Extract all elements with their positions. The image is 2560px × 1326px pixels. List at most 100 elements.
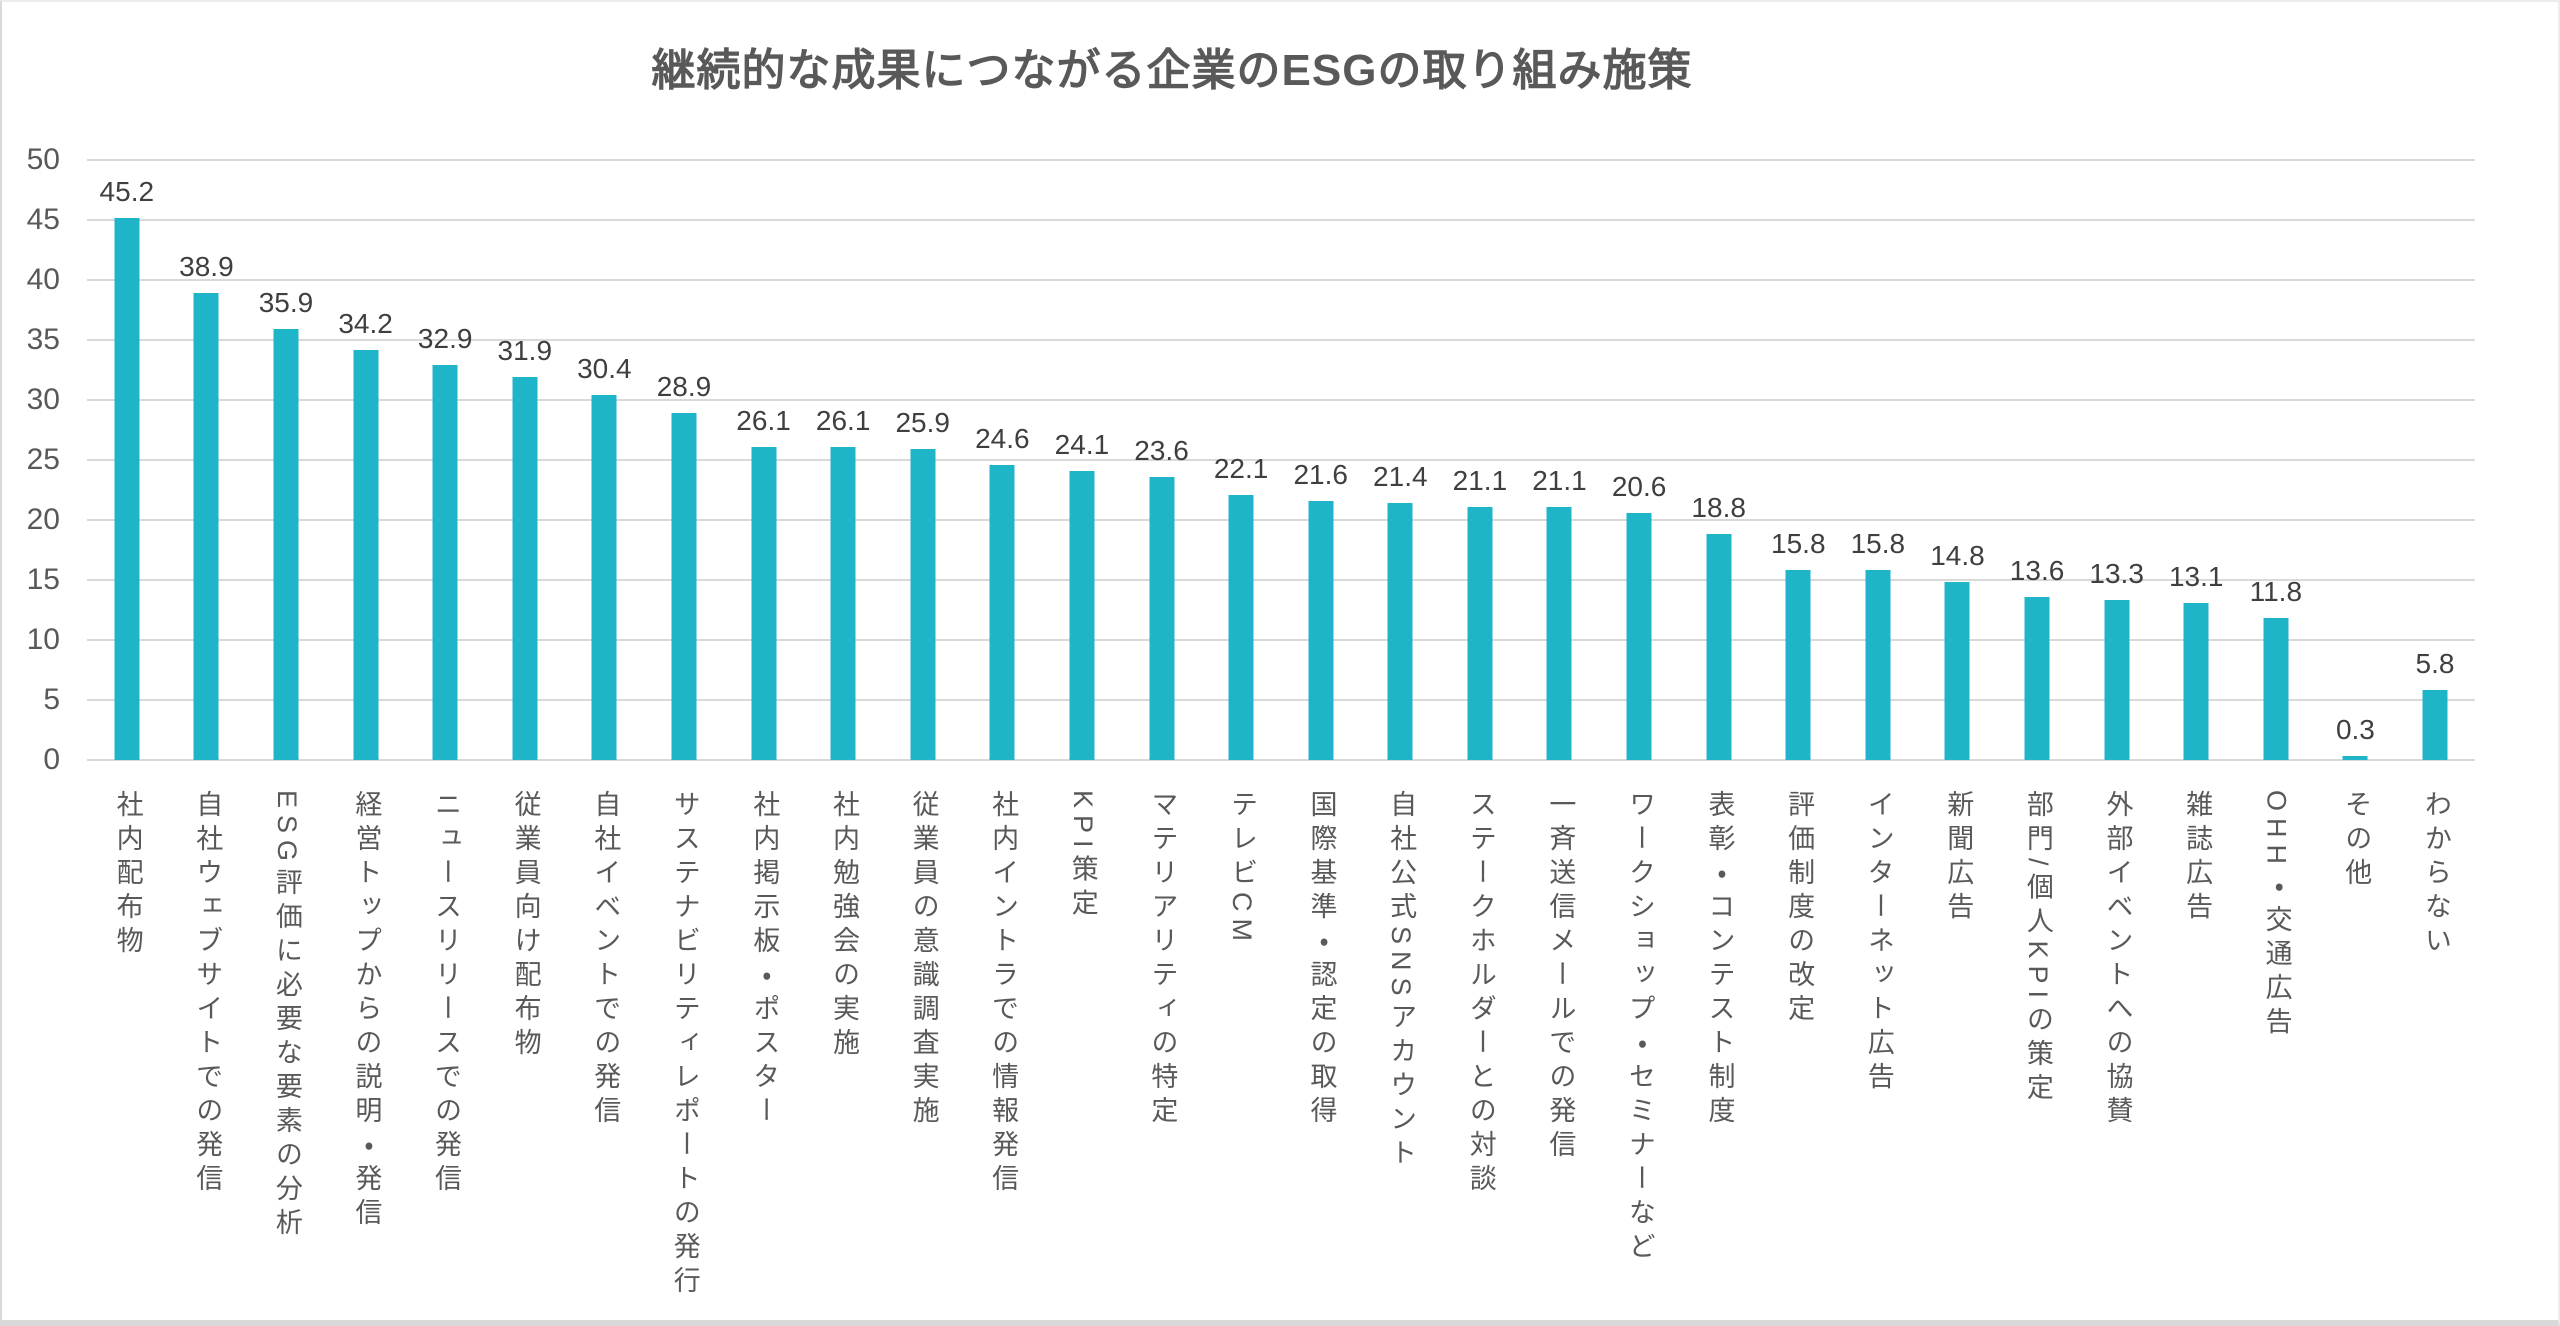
bar-value-label: 28.9 (656, 371, 712, 403)
bar-column: 21.6 (1281, 160, 1361, 760)
bar-value-label: 31.9 (497, 335, 553, 367)
x-label-cell: ニュースリリースでの発信 (405, 790, 485, 1322)
bar-value-label: 30.4 (577, 353, 632, 385)
bar (1387, 503, 1413, 760)
x-category-label: ワークショップ・セミナーなど (1624, 790, 1655, 1266)
bar-value-label: 21.4 (1373, 461, 1428, 493)
bar (114, 217, 140, 760)
x-category-label: わからない (2420, 790, 2451, 960)
x-label-cell: KPI策定 (1042, 790, 1122, 1322)
bar-value-label: 38.9 (179, 251, 234, 283)
bar-value-label: 13.6 (2009, 554, 2065, 586)
x-category-label: 社内配布物 (112, 790, 143, 960)
bar-value-label: 45.2 (99, 175, 155, 207)
bar-column: 21.1 (1520, 160, 1600, 760)
x-label-cell: OHH・交通広告 (2236, 790, 2316, 1322)
bar-column: 34.2 (326, 160, 406, 760)
y-tick-label: 20 (26, 503, 60, 536)
bar-value-label: 13.3 (2089, 558, 2144, 590)
x-label-cell: 社内掲示板・ポスター (724, 790, 804, 1322)
x-category-label: 自社ウェブサイトでの発信 (192, 790, 223, 1198)
x-category-label: その他 (2341, 790, 2372, 892)
bar-column: 15.8 (1838, 160, 1918, 760)
bar-value-label: 15.8 (1850, 528, 1906, 560)
bar (2024, 596, 2050, 760)
bar-column: 32.9 (405, 160, 485, 760)
bar-value-label: 26.1 (736, 404, 791, 436)
bar (1467, 506, 1493, 760)
bar (512, 377, 538, 760)
x-category-label: 自社公式SNSアカウント (1386, 790, 1417, 1173)
bar-column: 30.4 (565, 160, 645, 760)
bar-column: 21.1 (1440, 160, 1520, 760)
bar (1228, 494, 1254, 760)
x-label-cell: 雑誌広告 (2156, 790, 2236, 1322)
gridline (87, 759, 2475, 761)
x-label-cell: 一斉送信メールでの発信 (1520, 790, 1600, 1322)
x-category-label: 国際基準・認定の取得 (1306, 790, 1337, 1130)
bar-value-label: 14.8 (1930, 540, 1985, 572)
bar-value-label: 22.1 (1213, 452, 1269, 484)
x-label-cell: 部門/個人KPIの策定 (1997, 790, 2077, 1322)
x-category-label: 自社イベントでの発信 (590, 790, 621, 1130)
x-category-label: インターネット広告 (1863, 790, 1894, 1096)
x-category-label: 一斉送信メールでの発信 (1545, 790, 1576, 1164)
bar-value-label: 24.6 (975, 422, 1030, 454)
x-category-label: 表彰・コンテスト制度 (1704, 790, 1735, 1130)
bar-column: 24.6 (963, 160, 1043, 760)
bar-value-label: 20.6 (1611, 470, 1667, 502)
x-label-cell: 外部イベントへの協賛 (2077, 790, 2157, 1322)
bar (2104, 600, 2130, 760)
bar-value-label: 21.6 (1293, 458, 1348, 490)
gridline (87, 339, 2475, 341)
bar (1069, 470, 1095, 760)
x-label-cell: ESG評価に必要な要素の分析 (246, 790, 326, 1322)
bar (1546, 506, 1572, 760)
bar-column: 22.1 (1201, 160, 1281, 760)
y-tick-label: 35 (26, 323, 60, 356)
x-category-label: 経営トップからの説明・発信 (351, 790, 382, 1232)
x-label-cell: 社内配布物 (87, 790, 167, 1322)
x-label-cell: マテリアリティの特定 (1122, 790, 1202, 1322)
bar-column: 18.8 (1679, 160, 1759, 760)
bar-column: 13.6 (1997, 160, 2077, 760)
y-tick-label: 50 (26, 143, 60, 176)
bar-value-label: 23.6 (1134, 434, 1189, 466)
bar-column: 15.8 (1758, 160, 1838, 760)
bar (1865, 570, 1891, 760)
bar-column: 13.1 (2156, 160, 2236, 760)
bar-column: 20.6 (1599, 160, 1679, 760)
bar (910, 449, 936, 760)
x-label-cell: 評価制度の改定 (1758, 790, 1838, 1322)
x-label-cell: 従業員の意識調査実施 (883, 790, 963, 1322)
chart-title: 継続的な成果につながる企業のESGの取り組み施策 (651, 46, 1693, 95)
x-category-label: 従業員向け配布物 (510, 790, 541, 1062)
bar-column: 25.9 (883, 160, 963, 760)
bar-column: 38.9 (167, 160, 247, 760)
bar-value-label: 35.9 (258, 287, 314, 319)
x-category-label: 新聞広告 (1943, 790, 1974, 926)
bar-column: 28.9 (644, 160, 724, 760)
gridline (87, 399, 2475, 401)
x-label-cell: 従業員向け配布物 (485, 790, 565, 1322)
bar (2422, 690, 2448, 760)
bar-value-label: 25.9 (895, 407, 950, 439)
bar (671, 413, 697, 760)
x-category-label: 部門/個人KPIの策定 (2022, 790, 2053, 1108)
x-label-cell: その他 (2316, 790, 2396, 1322)
bar-value-label: 18.8 (1691, 492, 1746, 524)
gridline (87, 459, 2475, 461)
x-category-label: テレビCM (1226, 790, 1257, 948)
bar (353, 349, 379, 760)
bar-value-label: 32.9 (417, 323, 473, 355)
x-category-label: KPI策定 (1067, 790, 1098, 923)
gridline (87, 699, 2475, 701)
x-axis-category-labels: 社内配布物 自社ウェブサイトでの発信 ESG評価に必要な要素の分析 経営トップからの説… (87, 790, 2475, 1322)
bar-column: 31.9 (485, 160, 565, 760)
gridline (87, 279, 2475, 281)
y-tick-label: 45 (26, 203, 60, 236)
x-category-label: ステークホルダーとの対談 (1465, 790, 1496, 1198)
bar (830, 446, 856, 760)
gridline (87, 519, 2475, 521)
